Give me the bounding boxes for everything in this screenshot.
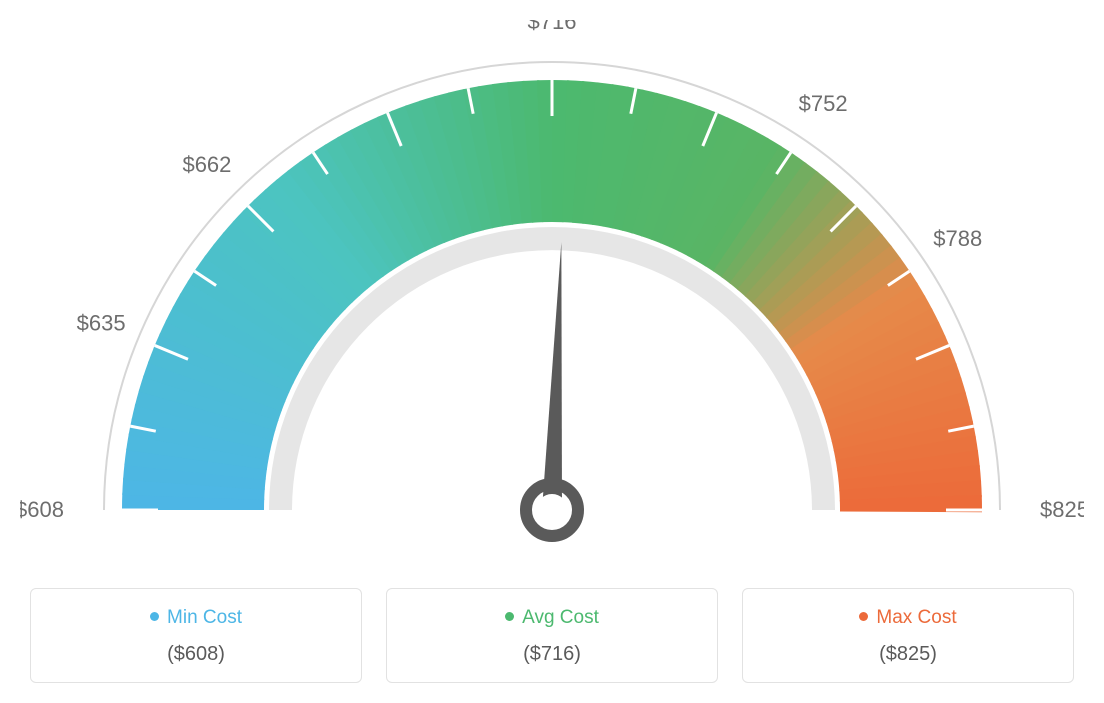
legend-card-avg: Avg Cost ($716) [386, 588, 718, 683]
gauge-tick-label: $825 [1040, 497, 1084, 522]
dot-icon [859, 612, 868, 621]
gauge-needle-hub-inner [536, 494, 568, 526]
legend-row: Min Cost ($608) Avg Cost ($716) Max Cost… [20, 588, 1084, 683]
legend-avg-text: Avg Cost [522, 607, 599, 628]
legend-avg-label: Avg Cost [397, 607, 707, 629]
gauge-tick-label: $608 [20, 497, 64, 522]
cost-gauge-chart: $608 $635 $662 $716 $752 $788 $825 Min Cost ($… [20, 20, 1084, 683]
legend-max-text: Max Cost [876, 607, 956, 628]
legend-min-label: Min Cost [41, 607, 351, 629]
gauge-tick-label: $788 [933, 226, 982, 251]
legend-avg-value: ($716) [397, 643, 707, 666]
dot-icon [150, 612, 159, 621]
gauge-needle [542, 242, 562, 510]
legend-card-min: Min Cost ($608) [30, 588, 362, 683]
gauge-tick-label: $716 [528, 20, 577, 34]
legend-min-value: ($608) [41, 643, 351, 666]
legend-max-label: Max Cost [753, 607, 1063, 629]
gauge-tick-label: $752 [799, 91, 848, 116]
gauge-svg: $608 $635 $662 $716 $752 $788 $825 [20, 20, 1084, 560]
legend-min-text: Min Cost [167, 607, 242, 628]
legend-max-value: ($825) [753, 643, 1063, 666]
gauge-tick-label: $635 [77, 310, 126, 335]
legend-card-max: Max Cost ($825) [742, 588, 1074, 683]
gauge-tick-label: $662 [182, 152, 231, 177]
dot-icon [505, 612, 514, 621]
